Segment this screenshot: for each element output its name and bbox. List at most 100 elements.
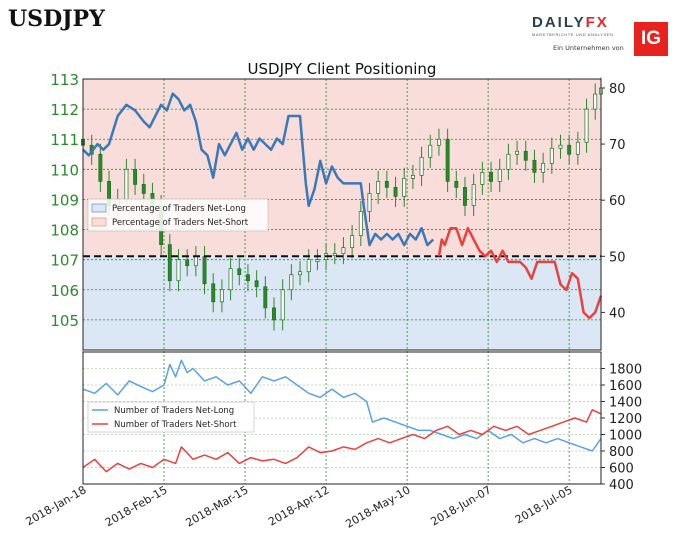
candle-body [541,162,546,173]
candle-body [332,253,337,256]
price-tick-label: 107 [50,252,79,270]
count-tick-label: 400 [609,478,634,493]
count-legend-box [87,401,255,433]
candle-body [133,168,138,185]
count-tick-label: 1000 [609,429,642,444]
upper-panel-frame [82,78,602,351]
candle-body [367,193,372,212]
candle-body [289,274,294,291]
count-tick-label: 1600 [609,379,642,394]
net-long-zone [83,256,601,350]
pct-tick-label: 60 [609,194,626,209]
x-tick-label: 2018-Apr-12 [266,483,331,528]
price-tick-label: 111 [50,131,79,149]
candle-body [124,168,129,200]
candle-body [202,256,207,285]
brand-sub: Ein Unternehmen von [553,44,624,52]
candle-body [549,147,554,164]
pct-tick-label: 40 [609,306,626,321]
price-tick-label: 105 [50,312,79,330]
pct-tick-label: 50 [609,250,626,265]
x-tick-label: 2018-Jun-07 [428,483,493,528]
lower-panel-frame [82,351,602,485]
count-legend-label-short: Number of Traders Net-Short [114,420,237,430]
candle-body [228,268,233,291]
candle-body [176,259,181,282]
legend-label-short: Percentage of Traders Net-Short [112,218,249,228]
ig-logo: IG [634,22,668,56]
candle-body [254,280,259,288]
net-long-pct-line [82,92,435,247]
count-tick-label: 1200 [609,412,642,427]
price-tick-label: 108 [50,222,79,240]
candle-body [219,289,224,303]
legend-swatch-long [91,203,107,213]
brand-name-b: FX [585,14,609,31]
candle-body [567,144,572,155]
candle-body [558,144,563,149]
candle-body [489,171,493,182]
pair-title: USDJPY [8,6,105,32]
pct-tick-label: 70 [609,138,626,153]
brand-name-a: DAILY [532,14,586,31]
net-short-pct-line [437,226,603,320]
chart-title: USDJPY Client Positioning [248,60,437,78]
net-short-count-line [82,409,602,473]
candle-body [167,244,172,282]
candle-body [263,286,268,309]
legend-label-long: Percentage of Traders Net-Long [112,204,246,214]
x-tick-label: 2018-Feb-15 [103,483,170,529]
candle-body [306,259,311,273]
candle-body [584,108,589,143]
candle-body [454,181,459,188]
candle-body [350,235,355,248]
x-tick-label: 2018-May-10 [343,483,412,531]
candle-body [445,138,450,182]
price-tick-label: 113 [50,71,79,89]
candle-body [419,156,424,176]
candle-body [506,153,511,170]
legend-box [87,198,269,232]
candle-body [523,150,528,161]
candle-body [428,144,433,158]
candle-body [141,184,146,194]
price-tick-label: 109 [50,191,79,209]
x-tick-label: 2018-Jan-18 [24,483,89,528]
candle-body [185,259,190,267]
pct-tick-label: 80 [609,82,626,97]
legend-swatch-short [91,217,107,227]
candle-body [376,181,381,194]
candle-body [532,159,537,173]
count-tick-label: 1800 [609,363,642,378]
x-tick-label: 2018-Mar-15 [183,483,250,529]
candle-body [341,247,346,254]
candle-body [471,184,476,206]
candle-body [280,289,285,321]
candle-body [463,187,467,206]
dailyfx-logo: DAILYFX MARKTBERICHTE UND ANALYSEN [532,14,614,37]
candle-body [358,211,363,236]
net-long-count-line [82,359,602,452]
candle-body [497,168,502,182]
x-tick-label: 2018-Jul-05 [513,483,575,526]
count-tick-label: 1400 [609,396,642,411]
candle-body [211,283,216,303]
candle-body [480,171,485,185]
count-tick-label: 600 [609,462,634,477]
candle-body [593,93,598,110]
price-tick-label: 106 [50,282,79,300]
candle-body [193,256,198,267]
brand-tagline: MARKTBERICHTE UND ANALYSEN [532,32,614,37]
candle-body [384,181,389,188]
candle-body [410,175,415,179]
price-tick-label: 110 [50,161,79,179]
candle-body [575,141,580,155]
count-tick-label: 800 [609,445,634,460]
candle-body [245,274,250,282]
candle-body [402,178,407,197]
count-legend-label-long: Number of Traders Net-Long [114,406,234,416]
price-tick-label: 112 [50,101,79,119]
candle-body [298,271,302,276]
candle-body [436,138,441,146]
